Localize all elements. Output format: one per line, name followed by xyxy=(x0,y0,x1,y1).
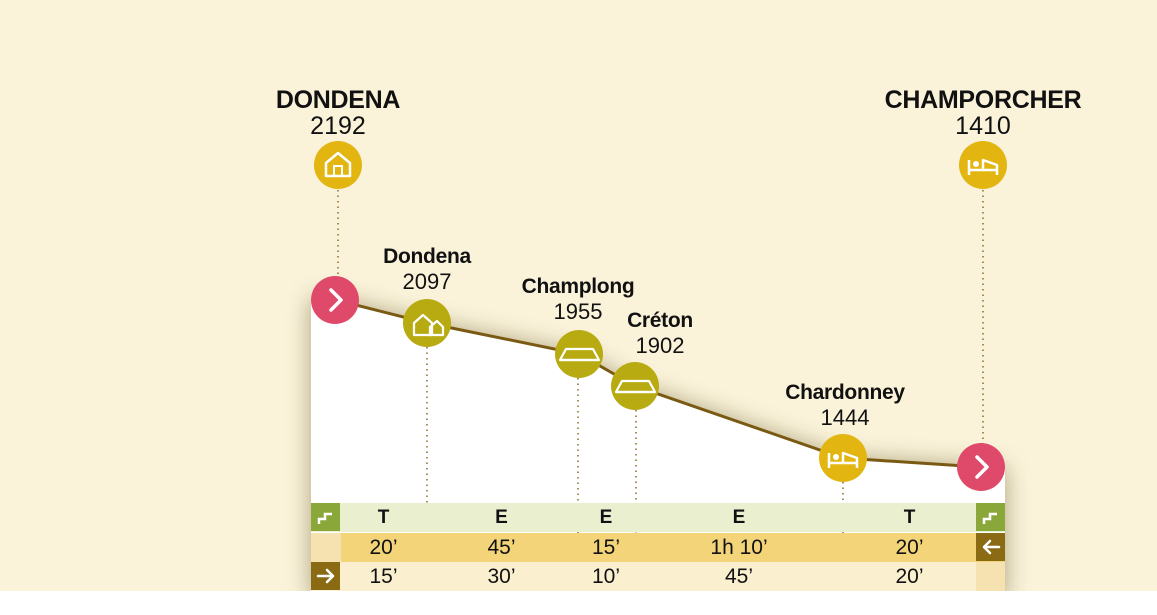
time-cell: 45’ xyxy=(487,535,516,559)
endpoint-name: CHAMPORCHER xyxy=(884,86,1082,114)
endpoint-altitude: 2192 xyxy=(310,112,366,140)
endpoint-label-end: CHAMPORCHER 1410 xyxy=(885,88,1082,139)
difficulty-cell: E xyxy=(732,506,746,528)
arrow-left-icon xyxy=(976,533,1005,561)
difficulty-cell: E xyxy=(599,506,613,528)
waypoint-altitude: 2097 xyxy=(402,269,452,294)
bed-icon xyxy=(959,141,1007,189)
time-cell: 15’ xyxy=(369,565,398,588)
waypoint-name: Chardonney xyxy=(785,381,905,404)
row-spacer xyxy=(976,562,1005,592)
waypoint-label-champlong: Champlong 1955 xyxy=(522,276,635,323)
waypoint-altitude: 1902 xyxy=(635,333,685,358)
waypoint-name: Dondena xyxy=(383,245,471,268)
difficulty-cell: T xyxy=(377,506,390,528)
time-cell: 30’ xyxy=(487,565,516,588)
steps-icon xyxy=(311,503,340,531)
endpoint-label-start: DONDENA 2192 xyxy=(275,86,401,140)
end-arrow-icon xyxy=(957,443,1005,491)
waypoint-name: Créton xyxy=(627,309,693,332)
time-forward-row: 20’ 45’ 15’ 1h 10’ 20’ xyxy=(311,533,1005,562)
time-cell: 10’ xyxy=(591,565,621,588)
alpine-hut-icon xyxy=(555,330,603,378)
time-cell: 20’ xyxy=(895,565,924,588)
bed-icon xyxy=(819,434,867,482)
time-cell: 15’ xyxy=(591,535,621,559)
row-spacer xyxy=(311,533,341,562)
time-cell: 45’ xyxy=(724,565,754,588)
time-cell: 1h 10’ xyxy=(710,535,768,559)
waypoint-altitude: 1444 xyxy=(820,405,870,430)
time-cell: 20’ xyxy=(369,535,398,559)
start-arrow-icon xyxy=(311,276,359,324)
waypoint-label-creton: Créton 1902 xyxy=(627,310,693,357)
difficulty-cell: T xyxy=(903,506,916,528)
hut-icon xyxy=(314,141,362,189)
bottom-strip xyxy=(0,591,1157,615)
time-cell: 20’ xyxy=(895,535,924,559)
endpoint-name: DONDENA xyxy=(275,86,401,114)
waypoint-name: Champlong xyxy=(521,275,635,298)
steps-icon xyxy=(976,503,1005,531)
alpine-hut-icon xyxy=(611,362,659,410)
waypoint-altitude: 1955 xyxy=(553,299,603,324)
arrow-right-icon xyxy=(311,562,340,590)
endpoint-altitude: 1410 xyxy=(955,112,1011,140)
waypoint-label-chardonney: Chardonney 1444 xyxy=(785,382,905,429)
difficulty-cell: E xyxy=(495,506,508,528)
time-back-row: 15’ 30’ 10’ 45’ 20’ xyxy=(311,562,1005,592)
waypoint-label-dondena: Dondena 2097 xyxy=(383,246,471,293)
village-icon xyxy=(403,299,451,347)
difficulty-row: T E E E T xyxy=(311,503,1005,532)
